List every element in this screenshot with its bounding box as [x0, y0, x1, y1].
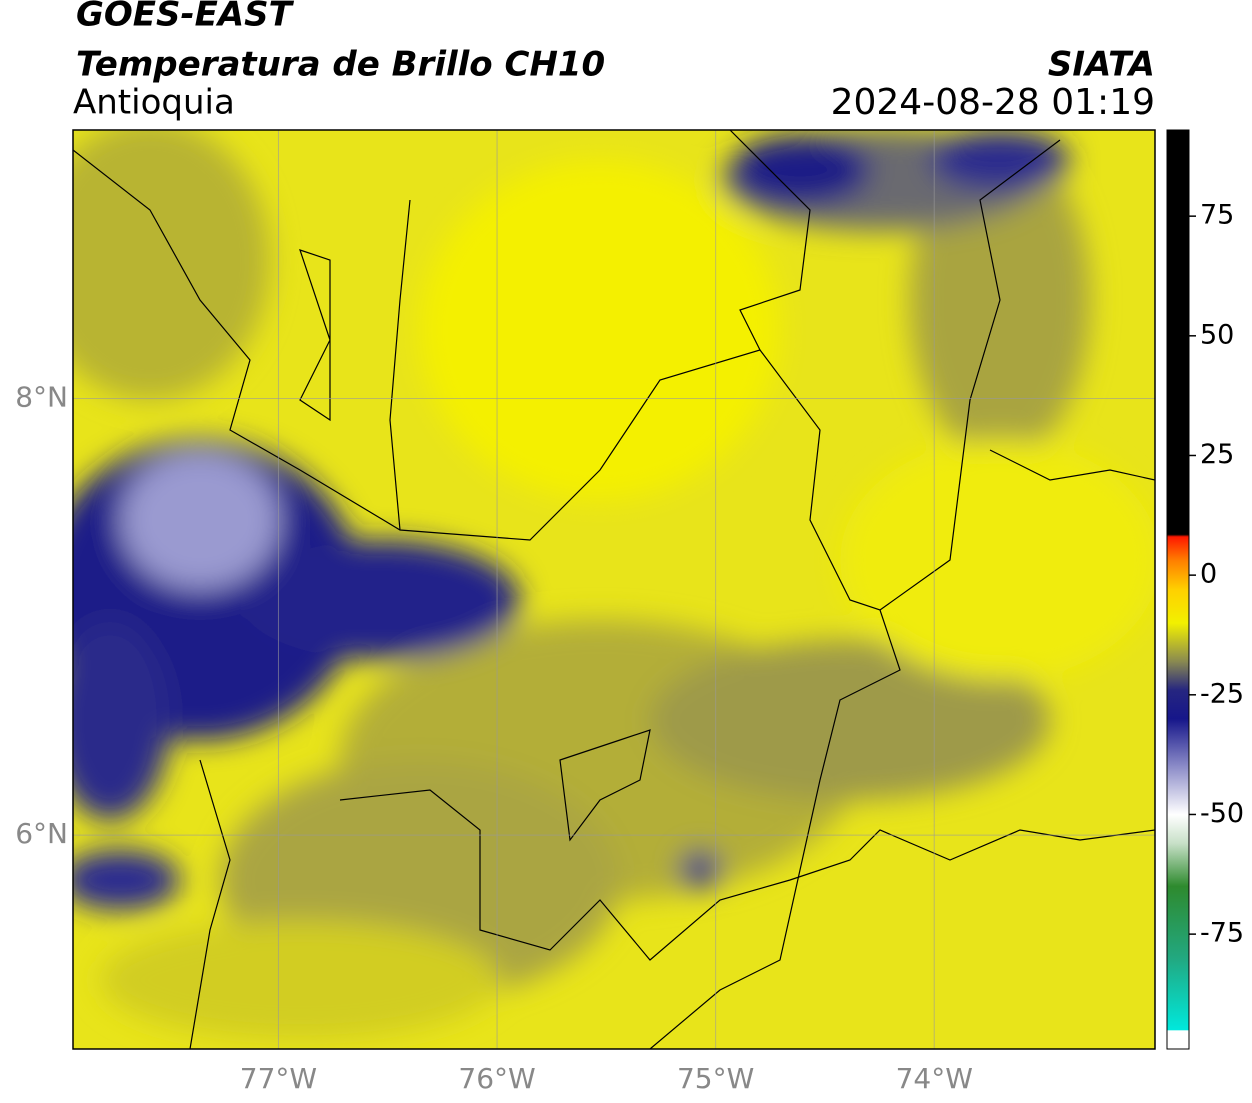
y-tick-label: 8°N	[15, 380, 68, 413]
map-frame	[72, 129, 1156, 1050]
x-tick-label: 76°W	[458, 1062, 535, 1095]
x-tick-label: 77°W	[240, 1062, 317, 1095]
x-tick-label: 75°W	[677, 1062, 754, 1095]
y-tick-label: 6°N	[15, 817, 68, 850]
subtitle: Temperatura de Brillo CH10	[76, 45, 605, 85]
colorbar-tick-label: -75	[1200, 918, 1244, 949]
colorbar-tick-label: 75	[1200, 200, 1234, 231]
colorbar-tick-label: 25	[1200, 439, 1234, 470]
x-tick-label: 74°W	[896, 1062, 973, 1095]
satellite-image	[73, 130, 1155, 1049]
timestamp: 2024-08-28 01:19	[831, 82, 1155, 123]
graticule	[73, 130, 1155, 1049]
agency: SIATA	[1048, 45, 1155, 85]
colorbar-tick-label: 0	[1200, 559, 1217, 590]
region: Antioquia	[73, 83, 235, 123]
colorbar-tick-label: -50	[1200, 798, 1244, 829]
colorbar-tick-label: 50	[1200, 319, 1234, 350]
colorbar-tick-label: -25	[1200, 678, 1244, 709]
colorbar	[1166, 129, 1190, 1050]
title: GOES-EAST	[76, 0, 295, 35]
